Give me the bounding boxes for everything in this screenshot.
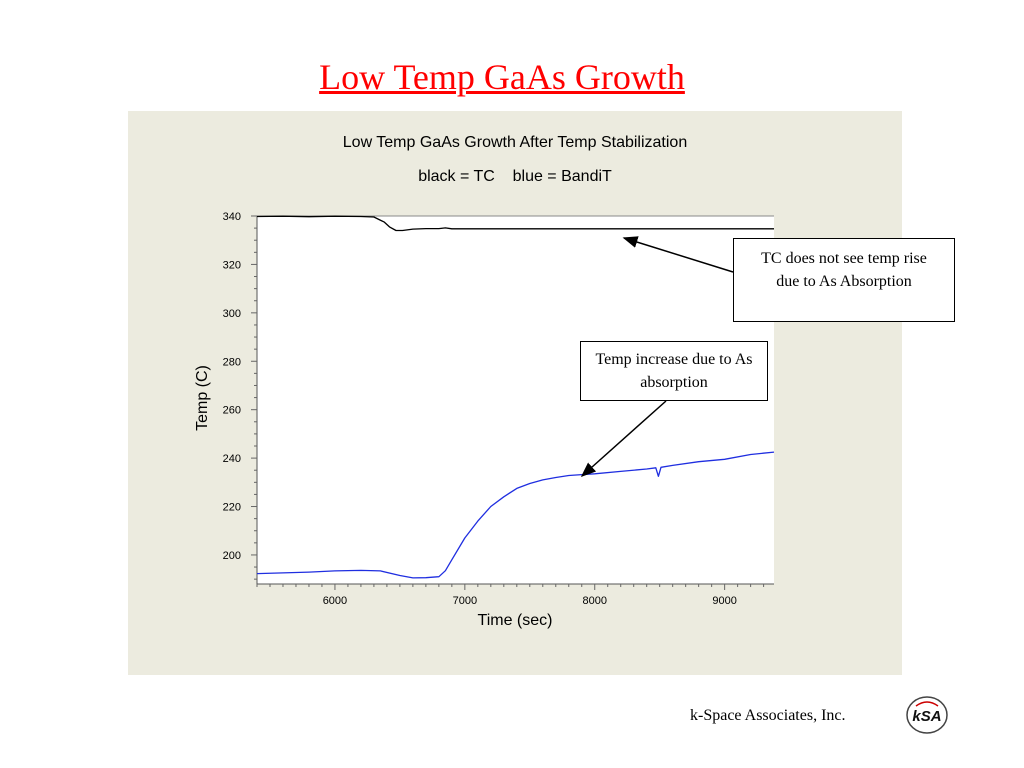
y-tick-label: 240 xyxy=(223,453,241,465)
y-tick-label: 220 xyxy=(223,502,241,514)
tc-callout: TC does not see temp rise due to As Abso… xyxy=(733,238,955,322)
chart-title: Low Temp GaAs Growth After Temp Stabiliz… xyxy=(343,134,687,151)
chart-svg: Low Temp GaAs Growth After Temp Stabiliz… xyxy=(194,134,775,629)
bandit-callout: Temp increase due to As absorption xyxy=(580,341,768,401)
x-tick-label: 8000 xyxy=(582,595,606,607)
x-axis-label: Time (sec) xyxy=(478,612,553,629)
y-tick-label: 260 xyxy=(223,405,241,417)
chart-legend-text: black = TC blue = BandiT xyxy=(418,168,612,185)
y-tick-label: 280 xyxy=(223,356,241,368)
x-tick-label: 9000 xyxy=(712,595,736,607)
slide-title: Low Temp GaAs Growth xyxy=(319,57,685,97)
x-tick-label: 7000 xyxy=(453,595,477,607)
ksa-logo-text: kSA xyxy=(912,708,941,725)
ksa-logo: kSA xyxy=(906,696,948,734)
y-axis-label: Temp (C) xyxy=(194,365,211,431)
y-tick-label: 340 xyxy=(223,211,241,223)
y-tick-label: 320 xyxy=(223,259,241,271)
x-tick-label: 6000 xyxy=(323,595,347,607)
chart-panel: Low Temp GaAs Growth After Temp Stabiliz… xyxy=(128,111,902,675)
series-line-tc xyxy=(256,215,774,232)
plot-area: 200 220 240 260 280 300 320 340 6000 7000 8000 9000 xyxy=(223,211,775,607)
y-tick-label: 200 xyxy=(223,550,241,562)
footer-company-name: k-Space Associates, Inc. xyxy=(690,707,846,724)
y-tick-label: 300 xyxy=(223,308,241,320)
